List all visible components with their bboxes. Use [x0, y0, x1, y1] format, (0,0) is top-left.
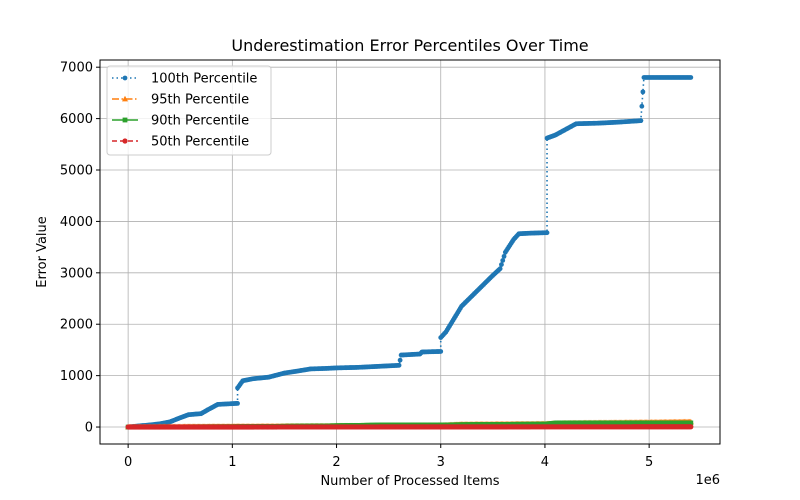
legend-box — [106, 65, 272, 156]
y-tick-label: 1000 — [60, 369, 93, 384]
x-tick-label: 5 — [645, 455, 653, 470]
x-tick-label: 4 — [541, 455, 549, 470]
data-point — [640, 89, 646, 95]
series-layer — [125, 75, 694, 430]
y-tick-label: 7000 — [60, 61, 93, 76]
data-point — [688, 420, 694, 426]
legend-label: 95th Percentile — [151, 93, 249, 108]
data-point — [499, 262, 504, 267]
data-point — [639, 103, 645, 109]
data-point — [544, 230, 550, 236]
x-tick-label: 3 — [437, 455, 445, 470]
x-axis-ticks: 0 1 2 3 4 5 — [124, 444, 653, 470]
x-axis-offset-label: 1e6 — [695, 473, 720, 488]
legend: 100th Percentile 95th Percentile 90th Perc… — [106, 65, 272, 156]
plot-frame — [99, 59, 721, 445]
data-point — [688, 424, 694, 430]
y-axis-label: Error Value — [35, 216, 50, 288]
data-point — [501, 253, 507, 259]
legend-item: 100th Percentile — [112, 72, 257, 87]
series-3 — [125, 424, 694, 430]
legend-item: 90th Percentile — [112, 114, 249, 129]
x-axis-label: Number of Processed Items — [320, 474, 499, 489]
legend-marker — [122, 75, 128, 81]
y-tick-label: 4000 — [60, 215, 93, 230]
grid-lines — [100, 60, 720, 444]
data-point — [396, 362, 402, 368]
y-tick-label: 5000 — [60, 164, 93, 179]
data-point — [397, 357, 403, 363]
x-tick-label: 0 — [124, 455, 132, 470]
chart-title: Underestimation Error Percentiles Over T… — [231, 36, 588, 55]
legend-item: 95th Percentile — [112, 93, 249, 108]
x-tick-label: 1 — [228, 455, 236, 470]
y-axis-ticks: 0 1000 2000 3000 4000 5000 6000 7000 — [60, 61, 100, 436]
y-tick-label: 3000 — [60, 266, 93, 281]
data-point — [438, 349, 444, 354]
x-tick-label: 2 — [332, 455, 340, 470]
legend-label: 50th Percentile — [151, 135, 249, 150]
legend-item: 50th Percentile — [112, 135, 249, 150]
data-point — [497, 266, 503, 272]
legend-marker — [122, 138, 128, 144]
legend-label: 90th Percentile — [151, 114, 249, 129]
y-tick-label: 2000 — [60, 318, 93, 333]
data-point — [235, 400, 240, 406]
data-point — [638, 118, 644, 124]
legend-marker — [122, 117, 128, 123]
data-point — [500, 258, 506, 263]
legend-marker — [122, 95, 128, 102]
y-tick-label: 0 — [85, 421, 93, 436]
legend-label: 100th Percentile — [151, 72, 257, 87]
y-tick-label: 6000 — [60, 112, 93, 127]
data-point — [688, 75, 694, 80]
